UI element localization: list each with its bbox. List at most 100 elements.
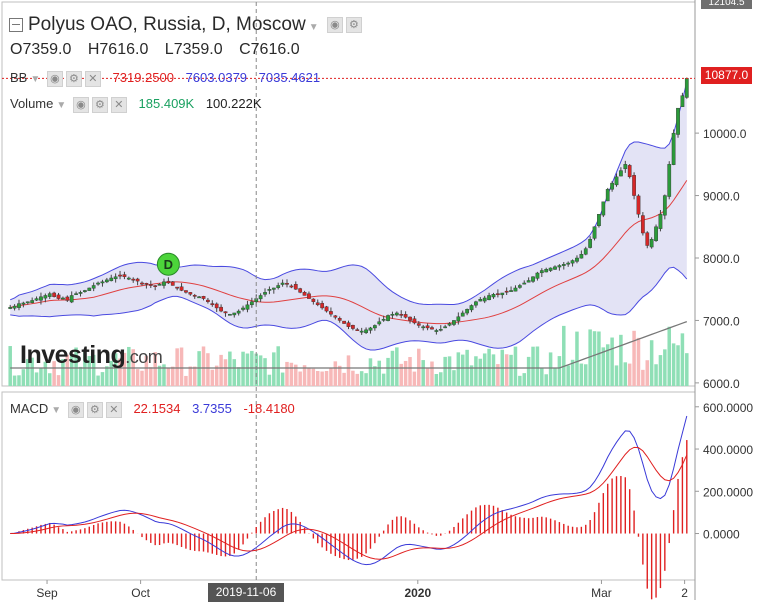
dividend-marker xyxy=(156,252,180,276)
chevron-down-icon[interactable]: ▼ xyxy=(51,405,62,416)
macd-histogram-bar xyxy=(237,533,240,550)
candle-body xyxy=(188,292,193,295)
candle-body xyxy=(315,302,320,306)
volume-bar xyxy=(184,375,188,386)
macd-histogram-bar xyxy=(97,523,99,534)
candle-body xyxy=(447,323,452,326)
macd-histogram-bar xyxy=(514,516,517,534)
volume-bar xyxy=(263,358,267,386)
volume-bar xyxy=(425,368,430,386)
candle-body xyxy=(627,165,632,178)
logo-suffix: .com xyxy=(125,347,163,367)
gear-icon[interactable]: ⚙ xyxy=(91,96,108,113)
candle-body xyxy=(162,281,166,286)
volume-bar xyxy=(232,359,237,386)
macd-histogram-bar xyxy=(53,524,55,534)
candle-body xyxy=(465,309,469,314)
candle-body xyxy=(263,292,267,295)
candle-body xyxy=(570,260,575,264)
close-icon[interactable]: ✕ xyxy=(110,96,127,113)
volume-bar xyxy=(680,333,685,386)
candle-body xyxy=(443,326,448,329)
candle-body xyxy=(671,132,676,165)
candle-body xyxy=(658,214,663,229)
volume-bar xyxy=(557,356,562,386)
volume-bar xyxy=(676,345,680,386)
chevron-down-icon[interactable]: ▼ xyxy=(56,100,67,111)
candle-body xyxy=(12,305,17,309)
gear-icon[interactable]: ⚙ xyxy=(345,16,362,33)
candle-body xyxy=(640,215,645,234)
candle-body xyxy=(285,282,289,285)
crosshair-date-label: 2019-11-06 xyxy=(208,583,284,602)
candle-body xyxy=(430,327,434,330)
macd-legend-value-3: -18.4180 xyxy=(243,401,295,416)
volume-bar xyxy=(421,360,425,386)
volume-bar xyxy=(544,374,548,386)
macd-histogram-bar xyxy=(356,533,358,559)
macd-histogram-bar xyxy=(628,489,631,534)
macd-legend-name: MACD xyxy=(10,401,49,416)
eye-icon[interactable]: ◉ xyxy=(72,96,89,113)
close-icon[interactable]: ✕ xyxy=(105,401,122,418)
volume-bar xyxy=(658,355,663,386)
gear-icon[interactable]: ⚙ xyxy=(86,401,103,418)
candle-body xyxy=(482,297,487,302)
macd-histogram-bar xyxy=(84,528,86,534)
gear-icon[interactable]: ⚙ xyxy=(65,70,82,87)
volume-bar xyxy=(26,359,30,386)
macd-histogram-bar xyxy=(646,533,648,589)
volume-bar xyxy=(645,360,650,386)
volume-bar xyxy=(329,367,333,386)
eye-icon[interactable]: ◉ xyxy=(326,16,343,33)
macd-histogram-bar xyxy=(27,528,29,534)
volume-bar xyxy=(210,369,215,386)
macd-histogram-bar xyxy=(365,533,367,554)
macd-histogram-bar xyxy=(264,517,266,534)
candle-body xyxy=(219,306,223,312)
volume-bar xyxy=(69,355,74,386)
candle-body xyxy=(342,320,346,324)
macd-histogram-bar xyxy=(637,533,640,537)
volume-bar xyxy=(192,366,197,386)
bb-lower-line xyxy=(10,266,688,351)
candle-body xyxy=(491,294,496,298)
macd-histogram-bar xyxy=(369,533,372,549)
candle-body xyxy=(52,292,57,297)
candle-body xyxy=(61,297,65,300)
chevron-down-icon[interactable]: ▼ xyxy=(30,74,41,85)
macd-histogram-bar xyxy=(519,517,521,534)
eye-icon[interactable]: ◉ xyxy=(46,70,63,87)
volume-bar xyxy=(522,373,526,386)
candle-body xyxy=(386,315,390,321)
ohlc-close-key: C xyxy=(239,41,251,58)
candle-body xyxy=(206,299,210,302)
ohlc-high-key: H xyxy=(87,41,100,58)
candle-body xyxy=(43,295,48,299)
volume-bar xyxy=(641,369,645,386)
volume-bar xyxy=(434,374,439,386)
volume-legend: Volume ▼ ◉ ⚙ ✕ 185.409K 100.222K xyxy=(10,96,262,113)
volume-bar xyxy=(408,357,412,386)
candle-body xyxy=(452,320,456,325)
volume-bar xyxy=(491,354,496,386)
candle-body xyxy=(113,276,118,280)
chevron-down-icon[interactable]: ▼ xyxy=(308,22,319,33)
bb-legend-value-3: 7035.4621 xyxy=(258,70,321,85)
candle-body xyxy=(588,239,593,248)
volume-bar xyxy=(8,346,12,386)
volume-bar xyxy=(553,367,557,386)
volume-bar xyxy=(113,353,118,386)
eye-icon[interactable]: ◉ xyxy=(67,401,84,418)
volume-bar xyxy=(122,352,127,386)
close-icon[interactable]: ✕ xyxy=(84,70,101,87)
candle-body xyxy=(680,95,685,107)
window-icon[interactable] xyxy=(9,18,23,32)
candle-body xyxy=(513,287,518,292)
price-tick-label: 6000.0 xyxy=(703,377,740,391)
macd-histogram-bar xyxy=(664,533,666,571)
macd-histogram-bar xyxy=(382,530,385,534)
macd-histogram-bar xyxy=(150,533,152,543)
macd-legend: MACD ▼ ◉ ⚙ ✕ 22.1534 3.7355 -18.4180 xyxy=(10,401,295,418)
